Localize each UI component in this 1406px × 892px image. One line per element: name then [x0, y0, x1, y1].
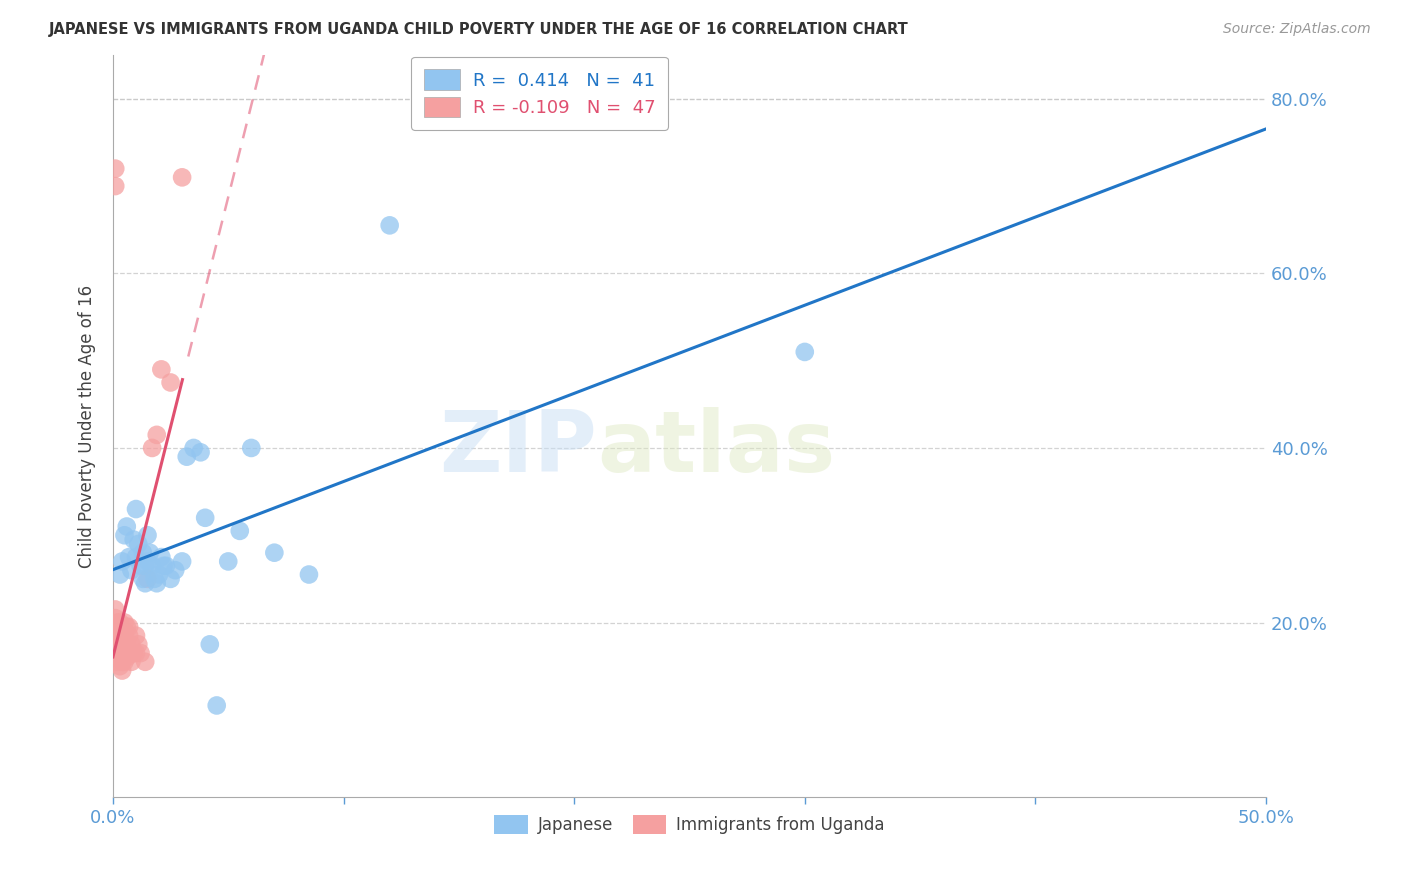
- Point: [107, 637, 129, 651]
- Point: [132, 572, 155, 586]
- Point: [120, 637, 142, 651]
- Point: [120, 655, 142, 669]
- Point: [125, 502, 148, 516]
- Point: [150, 550, 173, 565]
- Point: [120, 563, 142, 577]
- Point: [141, 441, 163, 455]
- Point: [136, 528, 159, 542]
- Point: [118, 629, 141, 643]
- Point: [172, 170, 194, 185]
- Point: [115, 519, 138, 533]
- Point: [148, 567, 170, 582]
- Point: [194, 510, 217, 524]
- Point: [378, 219, 401, 233]
- Point: [159, 376, 181, 390]
- Point: [172, 554, 194, 568]
- Point: [139, 546, 162, 560]
- Point: [134, 655, 156, 669]
- Point: [108, 624, 131, 639]
- Point: [108, 632, 131, 647]
- Point: [115, 637, 138, 651]
- Point: [134, 576, 156, 591]
- Point: [118, 620, 141, 634]
- Point: [114, 528, 136, 542]
- Point: [127, 637, 149, 651]
- Point: [104, 602, 127, 616]
- Point: [176, 450, 198, 464]
- Text: atlas: atlas: [598, 407, 835, 490]
- Point: [115, 620, 138, 634]
- Text: JAPANESE VS IMMIGRANTS FROM UGANDA CHILD POVERTY UNDER THE AGE OF 16 CORRELATION: JAPANESE VS IMMIGRANTS FROM UGANDA CHILD…: [49, 22, 908, 37]
- Text: Source: ZipAtlas.com: Source: ZipAtlas.com: [1223, 22, 1371, 37]
- Point: [104, 611, 127, 625]
- Point: [205, 698, 228, 713]
- Point: [111, 655, 134, 669]
- Point: [114, 615, 136, 630]
- Point: [143, 572, 166, 586]
- Point: [107, 615, 129, 630]
- Point: [111, 554, 134, 568]
- Point: [115, 650, 138, 665]
- Point: [108, 659, 131, 673]
- Point: [111, 664, 134, 678]
- Point: [114, 655, 136, 669]
- Text: ZIP: ZIP: [440, 407, 598, 490]
- Point: [114, 629, 136, 643]
- Point: [104, 629, 127, 643]
- Point: [104, 620, 127, 634]
- Point: [132, 546, 155, 560]
- Point: [298, 567, 321, 582]
- Point: [114, 637, 136, 651]
- Point: [263, 546, 285, 560]
- Point: [108, 567, 131, 582]
- Point: [122, 646, 145, 660]
- Point: [217, 554, 239, 568]
- Point: [114, 624, 136, 639]
- Point: [104, 161, 127, 176]
- Point: [107, 655, 129, 669]
- Point: [108, 641, 131, 656]
- Point: [129, 558, 152, 573]
- Legend: Japanese, Immigrants from Uganda: Japanese, Immigrants from Uganda: [488, 808, 891, 841]
- Point: [107, 646, 129, 660]
- Point: [118, 550, 141, 565]
- Point: [198, 637, 221, 651]
- Point: [122, 533, 145, 547]
- Point: [793, 345, 815, 359]
- Point: [136, 554, 159, 568]
- Point: [159, 572, 181, 586]
- Y-axis label: Child Poverty Under the Age of 16: Child Poverty Under the Age of 16: [79, 285, 96, 567]
- Point: [125, 550, 148, 565]
- Point: [114, 646, 136, 660]
- Point: [165, 563, 187, 577]
- Point: [127, 537, 149, 551]
- Point: [152, 558, 174, 573]
- Point: [111, 646, 134, 660]
- Point: [129, 646, 152, 660]
- Point: [136, 572, 159, 586]
- Point: [183, 441, 205, 455]
- Point: [240, 441, 263, 455]
- Point: [108, 650, 131, 665]
- Point: [155, 558, 177, 573]
- Point: [111, 637, 134, 651]
- Point: [134, 558, 156, 573]
- Point: [107, 620, 129, 634]
- Point: [229, 524, 252, 538]
- Point: [141, 558, 163, 573]
- Point: [125, 646, 148, 660]
- Point: [150, 362, 173, 376]
- Point: [108, 615, 131, 630]
- Point: [104, 179, 127, 194]
- Point: [118, 646, 141, 660]
- Point: [145, 428, 167, 442]
- Point: [145, 576, 167, 591]
- Point: [107, 629, 129, 643]
- Point: [125, 629, 148, 643]
- Point: [111, 632, 134, 647]
- Point: [190, 445, 212, 459]
